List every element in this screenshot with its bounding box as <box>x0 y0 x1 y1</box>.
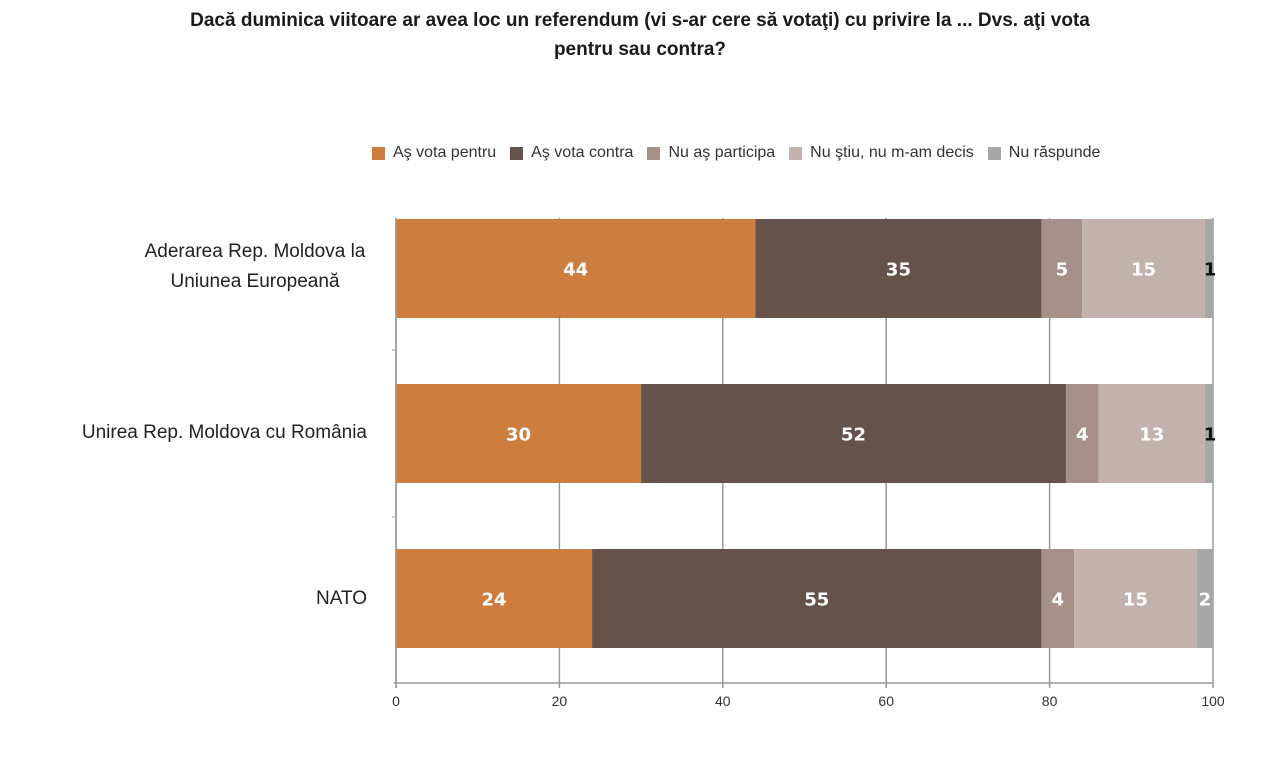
x-tick-label-20: 20 <box>552 693 568 709</box>
data-label-c1-s0: 30 <box>506 425 531 446</box>
bar-segment-c2-s0 <box>396 549 593 648</box>
bar-segment-c2-s1 <box>592 549 1042 648</box>
data-label-c2-s4: 2 <box>1199 590 1212 611</box>
bar-segment-c0-s0 <box>396 219 756 318</box>
data-label-c0-s1: 35 <box>886 260 911 281</box>
data-label-c1-s4: 1 <box>1204 425 1217 446</box>
bar-segment-c1-s4 <box>1204 384 1213 483</box>
x-tick-label-40: 40 <box>715 693 731 709</box>
legend-label-nu-raspunde: Nu răspunde <box>1008 144 1101 161</box>
legend-item-nu-stiu: Nu ştiu, nu m-am decis <box>789 144 974 162</box>
legend-swatch-pentru <box>372 146 385 160</box>
chart-title-line-2: pentru sau contra? <box>553 39 727 60</box>
axis-layer: 0 20 40 60 80 100 <box>392 218 1225 709</box>
legend-swatch-nu-raspunde <box>987 146 1001 160</box>
bar-layer: 44 35 5 15 1 30 52 4 13 1 24 55 4 15 2 <box>396 219 1216 648</box>
x-tick-label-60: 60 <box>878 693 894 709</box>
x-tick-label-0: 0 <box>392 693 400 709</box>
legend-item-contra: Aş vota contra <box>510 144 633 162</box>
legend-label-nu-stiu: Nu ştiu, nu m-am decis <box>810 144 974 161</box>
data-label-c1-s1: 52 <box>841 425 866 446</box>
data-label-c0-s4: 1 <box>1204 260 1217 281</box>
x-tick-label-100: 100 <box>1201 693 1225 709</box>
data-label-c0-s2: 5 <box>1056 260 1069 281</box>
legend-label-contra: Aş vota contra <box>531 144 634 161</box>
legend-swatch-nu-stiu <box>789 146 803 160</box>
bar-segment-c0-s2 <box>1041 219 1083 318</box>
bar-segment-c0-s1 <box>755 219 1042 318</box>
chart-title-line-1: Dacă duminica viitoare ar avea loc un re… <box>190 10 1090 31</box>
bar-segment-c2-s4 <box>1196 549 1213 648</box>
data-label-c0-s3: 15 <box>1131 260 1156 281</box>
category-label-nato-line-1: NATO <box>315 588 367 609</box>
data-label-c2-s0: 24 <box>482 590 507 611</box>
bar-segment-c1-s2 <box>1065 384 1099 483</box>
legend-item-pentru: Aş vota pentru <box>372 144 496 162</box>
bar-segment-c2-s3 <box>1074 549 1197 648</box>
data-label-c0-s0: 44 <box>563 260 588 281</box>
bar-segment-c1-s1 <box>641 384 1066 483</box>
legend-swatch-contra <box>510 146 524 160</box>
chart-title: Dacă duminica viitoare ar avea loc un re… <box>140 6 1140 64</box>
bar-segment-c1-s3 <box>1098 384 1205 483</box>
bar-segment-c1-s0 <box>396 384 642 483</box>
legend-label-nu-participa: Nu aş participa <box>668 144 776 161</box>
category-label-nato: NATO <box>27 584 367 614</box>
data-label-c1-s2: 4 <box>1076 425 1089 446</box>
legend-swatch-nu-participa <box>647 146 661 160</box>
bar-segment-c0-s4 <box>1204 219 1213 318</box>
bar-segment-c0-s3 <box>1082 219 1205 318</box>
x-tick-label-80: 80 <box>1042 693 1058 709</box>
category-label-eu: Aderarea Rep. Moldova la Uniunea Europea… <box>85 237 425 297</box>
data-label-c2-s1: 55 <box>804 590 829 611</box>
data-label-c2-s3: 15 <box>1123 590 1148 611</box>
data-label-c1-s3: 13 <box>1139 425 1164 446</box>
category-label-romania: Unirea Rep. Moldova cu România <box>27 418 367 448</box>
chart-legend: Aş vota pentru Aş vota contra Nu aş part… <box>372 142 1114 164</box>
category-label-romania-line-1: Unirea Rep. Moldova cu România <box>81 422 367 443</box>
category-label-eu-line-2: Uniunea Europeană <box>170 271 340 292</box>
legend-label-pentru: Aş vota pentru <box>393 144 497 161</box>
data-label-c2-s2: 4 <box>1052 590 1065 611</box>
legend-item-nu-participa: Nu aş participa <box>647 144 775 162</box>
category-label-eu-line-1: Aderarea Rep. Moldova la <box>144 241 366 262</box>
bar-segment-c2-s2 <box>1041 549 1075 648</box>
legend-item-nu-raspunde: Nu răspunde <box>987 144 1101 162</box>
